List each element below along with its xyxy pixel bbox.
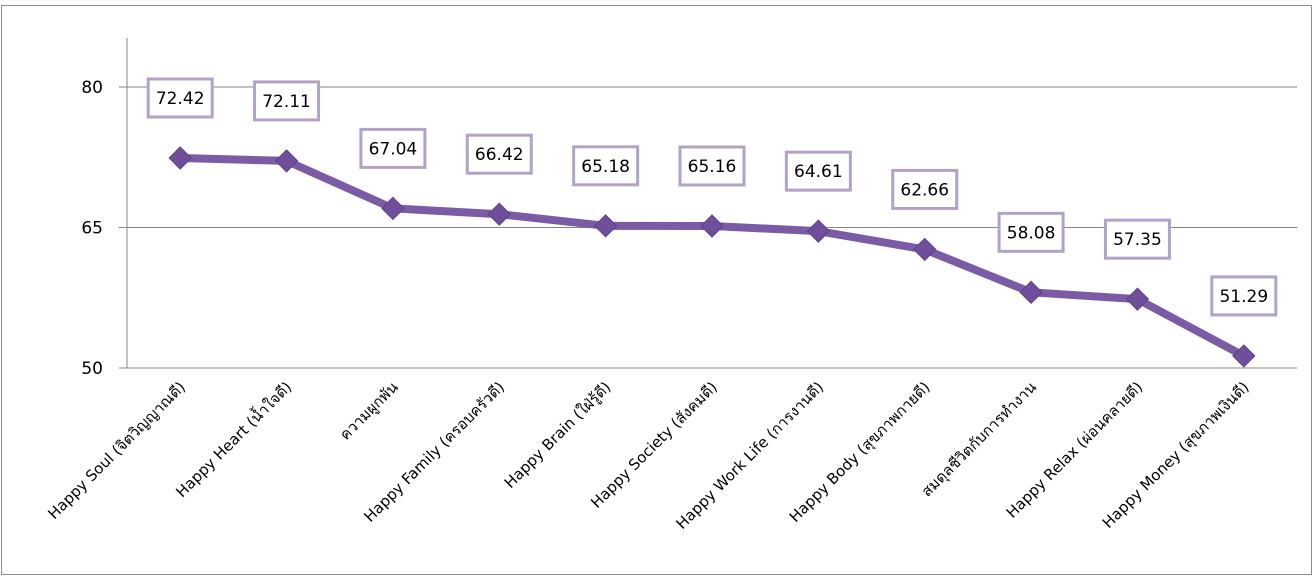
x-category-label: สมดุลชีวิตกับการทำงาน [918, 378, 1041, 501]
y-tick-labels: 50 65 80 [81, 78, 103, 379]
data-label-box [784, 150, 852, 192]
data-markers [168, 146, 1256, 368]
data-marker [593, 214, 618, 238]
data-label-box [997, 211, 1065, 253]
data-marker [381, 196, 405, 221]
data-label: 58.08 [1007, 223, 1056, 243]
data-label-box [1210, 275, 1278, 317]
series-line [176, 153, 1248, 360]
data-label-box [359, 127, 427, 169]
data-label: 64.61 [794, 162, 843, 182]
x-category-label: Happy Soul (จิตวิญญาณดี) [44, 378, 189, 523]
data-label: 57.35 [1113, 230, 1162, 250]
data-marker [700, 214, 724, 238]
data-marker [913, 237, 937, 262]
data-label: 72.42 [156, 89, 205, 109]
y-tick-label: 65 [81, 219, 103, 239]
data-label: 62.66 [900, 180, 949, 200]
data-marker [168, 146, 192, 170]
data-label: 66.42 [475, 145, 524, 165]
data-label-box [572, 145, 640, 187]
data-marker [274, 149, 299, 173]
data-marker [487, 202, 511, 226]
x-category-labels: Happy Soul (จิตวิญญาณดี)Happy Heart (น้ำ… [44, 377, 1253, 533]
data-marker [1019, 280, 1043, 305]
data-label: 51.29 [1219, 287, 1268, 307]
data-marker [1232, 344, 1256, 368]
y-tick-label: 80 [81, 78, 103, 98]
x-category-label: Happy Heart (น้ำใจดี) [171, 377, 295, 501]
x-category-label: ความผูกพัน [336, 378, 402, 444]
data-marker [1125, 287, 1150, 311]
y-tick-label: 50 [81, 359, 103, 379]
data-label-box [253, 80, 321, 122]
data-label: 65.16 [688, 157, 737, 177]
chart-frame [1, 5, 1312, 575]
data-label-box [146, 77, 214, 119]
data-label: 65.18 [581, 157, 630, 177]
x-category-label: Happy Brain (ใฝ่รู้ดี) [501, 378, 615, 492]
data-marker [806, 219, 831, 243]
data-label-box [891, 168, 959, 210]
data-labels: 72.42 72.11 67.04 66.42 65.18 65.16 64.61 62.66… [146, 77, 1278, 317]
data-label-box [1103, 218, 1171, 260]
data-label: 67.04 [369, 139, 418, 159]
data-label: 72.11 [262, 92, 311, 112]
data-label-box [678, 145, 746, 187]
data-label-box [465, 133, 533, 175]
